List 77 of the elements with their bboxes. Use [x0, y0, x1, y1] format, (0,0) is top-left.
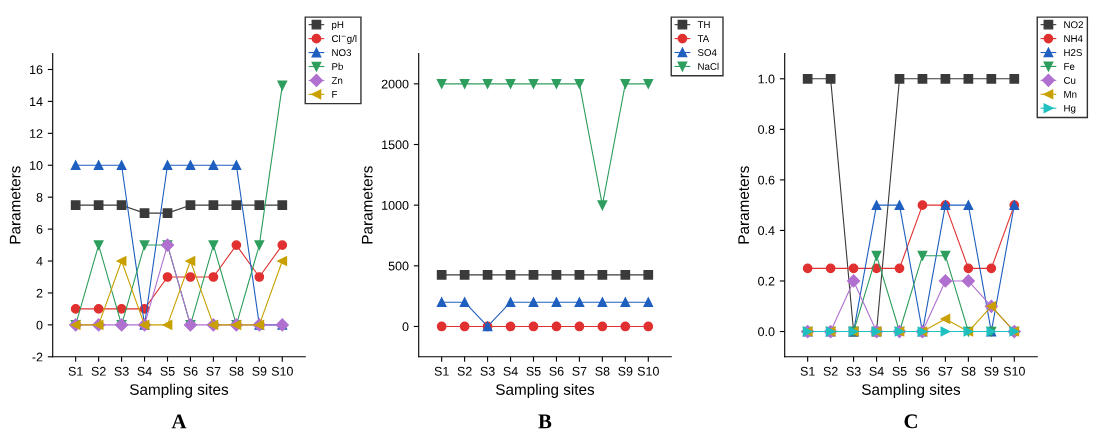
legend-label: NO2: [1064, 21, 1083, 29]
y-tick-label: 500: [388, 261, 409, 271]
legend-label: Fe: [1064, 63, 1075, 70]
x-tick-label: S2: [91, 366, 106, 376]
x-tick-label: S8: [595, 366, 610, 376]
x-tick-label: S9: [252, 366, 267, 376]
y-tick-label: 12: [30, 129, 43, 138]
x-tick-label: S9: [618, 366, 633, 376]
text: B: [538, 414, 552, 429]
x-tick-label: S4: [503, 366, 518, 376]
legend-label: F: [332, 91, 338, 98]
legend-label: Zn: [331, 77, 343, 84]
y-tick-label: 1500: [382, 140, 409, 150]
x-tick-label: S2: [823, 366, 838, 376]
y-tick-label: 6: [36, 224, 43, 234]
x-tick-label: S10: [1003, 366, 1025, 376]
legend-label: Pb: [332, 62, 343, 70]
legend-label: TH: [697, 21, 710, 29]
x-axis-title: Sampling sites: [496, 383, 595, 398]
y-tick-label: -2: [32, 352, 43, 362]
legend-label: Cu: [1063, 76, 1076, 84]
y-axis-title: Parameters: [361, 166, 373, 244]
x-tick-label: S1: [68, 366, 83, 376]
x-tick-label: S4: [869, 366, 884, 376]
x-tick-label: S1: [434, 366, 449, 376]
y-tick-label: 10: [30, 161, 43, 170]
x-tick-label: S6: [183, 366, 198, 376]
y-tick-label: 8: [36, 192, 43, 202]
x-tick-label: S10: [271, 366, 293, 376]
y-tick-label: 0.4: [758, 226, 775, 236]
legend-label: Cl$^{−}$g/l: [331, 34, 357, 44]
x-tick-label: S3: [480, 366, 495, 376]
y-tick-label: 2: [36, 288, 43, 298]
x-tick-label: S7: [206, 366, 221, 376]
x-tick-label: S6: [549, 366, 564, 376]
legend-label: SO4: [697, 49, 717, 56]
y-tick-label: 4: [36, 256, 43, 266]
legend-label: NO3: [332, 49, 352, 57]
y-axis-title: Parameters: [9, 166, 21, 244]
y-tick-label: 1000: [382, 200, 409, 210]
x-tick-label: S3: [846, 366, 861, 376]
x-tick-label: S1: [800, 366, 815, 376]
x-tick-label: S7: [938, 366, 953, 376]
y-tick-label: 16: [30, 65, 43, 75]
y-tick-label: 0.2: [758, 276, 775, 286]
y-tick-label: 0: [402, 322, 409, 332]
x-tick-label: S3: [114, 366, 129, 376]
legend-label: H2S: [1064, 49, 1082, 56]
legend-label: Mn: [1064, 90, 1077, 98]
y-tick-label: 2000: [381, 79, 409, 89]
x-tick-label: S4: [137, 366, 152, 376]
text: C: [904, 414, 917, 429]
y-tick-label: 0.8: [758, 125, 775, 134]
x-tick-label: S2: [457, 366, 472, 376]
y-tick-label: 0.0: [758, 327, 775, 337]
legend-label: Hg: [1064, 104, 1076, 114]
legend-label: NH4: [1064, 35, 1083, 42]
legend-label: TA: [697, 35, 710, 42]
x-tick-label: S5: [892, 366, 907, 376]
x-tick-label: S6: [915, 366, 930, 376]
x-axis-title: Sampling sites: [862, 383, 961, 398]
y-axis-title: Parameters: [738, 166, 750, 244]
x-tick-label: S5: [526, 366, 541, 376]
y-tick-label: 0.6: [758, 175, 775, 185]
x-tick-label: S7: [572, 366, 587, 376]
y-tick-label: 1.0: [758, 74, 775, 84]
x-tick-label: S8: [229, 366, 244, 376]
x-tick-label: S5: [160, 366, 175, 376]
y-tick-label: 0: [36, 320, 43, 330]
legend-label: pH: [332, 21, 344, 31]
x-tick-label: S8: [961, 366, 976, 376]
x-tick-label: S10: [637, 366, 659, 376]
text: A: [171, 414, 187, 429]
y-tick-label: 14: [30, 97, 43, 106]
x-tick-label: S9: [984, 366, 999, 376]
x-axis-title: Sampling sites: [130, 383, 229, 398]
legend-label: NaCl: [698, 62, 719, 70]
